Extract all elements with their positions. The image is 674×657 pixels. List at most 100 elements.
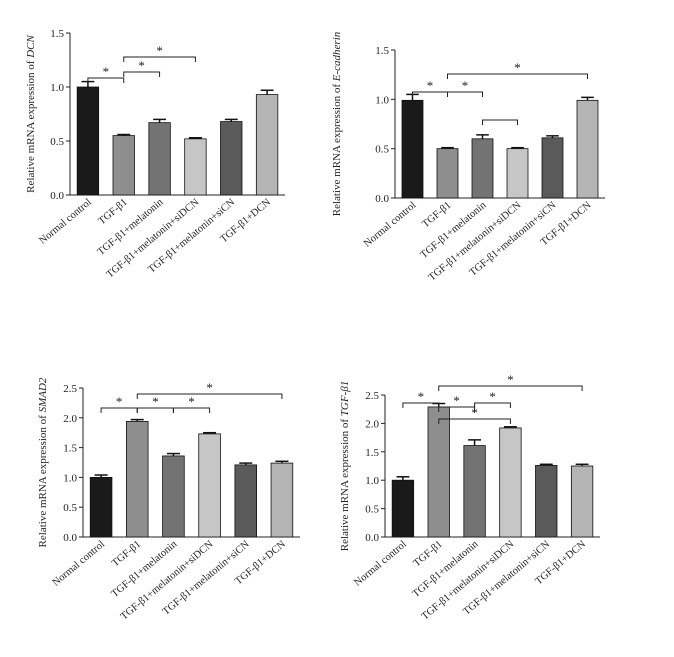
significance-label: * — [152, 394, 159, 409]
bar — [436, 148, 459, 199]
y-tick-label: 0.0 — [365, 532, 379, 544]
bar — [463, 445, 486, 538]
y-axis-label-prefix: Relative mRNA expression of — [25, 58, 37, 193]
y-tick-label: 1.0 — [365, 475, 379, 487]
significance-label: * — [116, 394, 123, 409]
y-axis-label-gene: TGF-β1 — [339, 381, 351, 416]
y-tick-label: 1.0 — [375, 94, 389, 106]
significance-bracket — [136, 393, 283, 399]
y-tick-label: 1.5 — [50, 28, 64, 40]
significance-bracket — [482, 119, 518, 125]
significance-bracket — [172, 407, 211, 413]
y-tick-label: 0.5 — [50, 136, 64, 148]
bar — [471, 138, 494, 199]
y-tick-label: 0.0 — [50, 190, 64, 202]
bar — [220, 121, 243, 196]
bar — [576, 99, 599, 199]
bar — [126, 420, 149, 538]
significance-bracket — [438, 385, 583, 391]
x-tick-label: TGF-β1 — [97, 197, 130, 227]
significance-bracket — [438, 418, 511, 424]
x-tick-label: TGF-β1+melatonin — [96, 196, 166, 258]
y-tick-label: 1.5 — [63, 443, 77, 455]
y-axis-label-prefix: Relative mRNA expression of — [339, 416, 351, 551]
y-tick-label: 0.0 — [63, 532, 77, 544]
y-tick-label: 1.5 — [365, 447, 379, 459]
bar — [89, 476, 113, 538]
y-tick-label: 0.0 — [375, 193, 389, 205]
y-tick-label: 2.0 — [63, 413, 77, 425]
bar — [499, 427, 522, 538]
significance-label: * — [103, 64, 110, 79]
chart-panel-3: 0.0 0.5 1.0 1.5 2.0 2.5 Relative mRNA expressi… — [37, 377, 300, 622]
y-tick-label: 2.5 — [63, 383, 77, 395]
y-tick-label: 0.5 — [63, 502, 77, 514]
y-tick-label: 0.5 — [375, 144, 389, 156]
x-tick-label: TGF-β1 — [420, 200, 453, 230]
significance-bracket — [447, 91, 483, 97]
significance-bracket — [447, 73, 588, 79]
significance-bracket — [438, 406, 476, 412]
significance-label: * — [507, 372, 514, 387]
y-axis-label: Relative mRNA expression of SMAD2 — [37, 377, 49, 547]
y-axis-label: Relative mRNA expression of E-cadherin — [331, 31, 343, 216]
x-tick-label: Normal control — [362, 200, 418, 250]
significance-label: * — [418, 389, 425, 404]
x-tick-label: TGF-β1+melatonin — [110, 538, 180, 600]
significance-bracket — [87, 77, 125, 83]
bar — [184, 138, 207, 196]
x-tick-label: Normal control — [37, 197, 93, 247]
bar — [198, 433, 221, 538]
significance-label: * — [188, 394, 195, 409]
y-axis-label-gene: SMAD2 — [37, 377, 49, 412]
y-tick-label: 1.0 — [50, 82, 64, 94]
bar — [506, 148, 529, 199]
y-axis-label-gene: E-cadherin — [331, 31, 343, 82]
chart-panel-1: 0.0 0.5 1.0 1.5 Relative mRNA expression of … — [25, 28, 285, 280]
y-axis-label-gene: DCN — [25, 35, 37, 59]
x-tick-label: Normal control — [51, 539, 107, 589]
significance-bracket — [123, 56, 196, 62]
significance-label: * — [462, 78, 469, 93]
significance-label: * — [453, 393, 460, 408]
y-axis-label: Relative mRNA expression of TGF-β1 — [339, 381, 351, 551]
significance-label: * — [206, 380, 213, 395]
y-tick-label: 1.5 — [375, 45, 389, 57]
y-tick-label: 0.5 — [365, 504, 379, 516]
bar — [391, 479, 415, 538]
significance-label: * — [138, 58, 145, 73]
y-axis-label-prefix: Relative mRNA expression of — [331, 81, 343, 216]
significance-bracket — [474, 402, 511, 408]
bar — [570, 465, 594, 538]
y-axis-label: Relative mRNA expression of DCN — [25, 35, 37, 193]
x-tick-label: TGF-β1+melatonin — [411, 538, 481, 600]
bar — [535, 465, 558, 538]
bar — [234, 464, 257, 538]
x-tick-label: TGF-β1 — [110, 539, 143, 569]
bar — [255, 94, 279, 196]
bar — [148, 122, 171, 196]
significance-bracket — [123, 71, 161, 77]
chart-panel-4: 0.0 0.5 1.0 1.5 2.0 2.5 Relative mRNA expressi… — [339, 372, 600, 622]
significance-label: * — [514, 60, 521, 75]
bar — [270, 462, 294, 538]
bar — [401, 99, 424, 199]
y-tick-label: 2.0 — [365, 418, 379, 430]
bar — [162, 455, 185, 538]
significance-label: * — [156, 43, 163, 58]
significance-label: * — [471, 405, 478, 420]
bar — [112, 135, 135, 196]
x-tick-label: Normal control — [352, 539, 408, 589]
significance-label: * — [489, 389, 496, 404]
y-tick-label: 1.0 — [63, 472, 77, 484]
significance-label: * — [427, 78, 434, 93]
significance-bracket — [402, 402, 440, 408]
x-tick-label: TGF-β1 — [412, 539, 445, 569]
y-axis-label-prefix: Relative mRNA expression of — [37, 412, 49, 547]
y-tick-label: 2.5 — [365, 390, 379, 402]
bar — [427, 406, 450, 538]
bar — [76, 86, 100, 196]
bar — [541, 137, 564, 199]
chart-panel-2: 0.0 0.5 1.0 1.5 Relative mRNA expression of … — [331, 31, 605, 283]
